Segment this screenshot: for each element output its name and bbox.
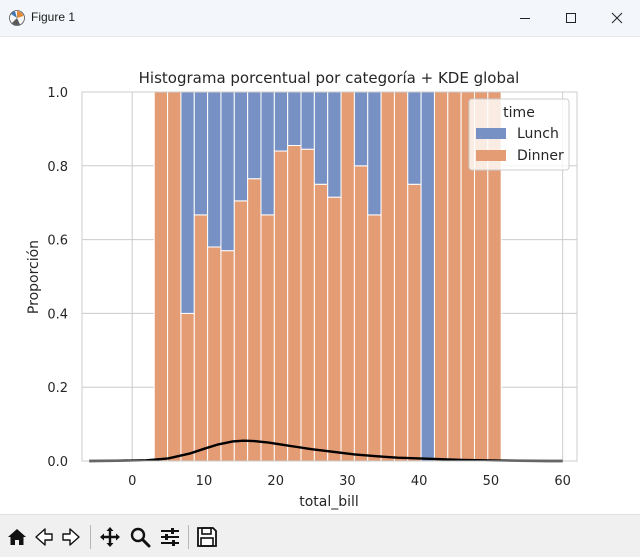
- axes-frame: [81, 91, 578, 462]
- back-button[interactable]: [31, 524, 57, 550]
- x-tick-label: 60: [554, 474, 571, 489]
- navigation-toolbar: [0, 514, 640, 557]
- save-button[interactable]: [194, 524, 220, 550]
- bar-lunch: [420, 91, 435, 462]
- bar-dinner: [167, 91, 182, 462]
- bar-lunch: [353, 91, 369, 167]
- bar-dinner: [380, 91, 395, 462]
- zoom-button[interactable]: [127, 524, 153, 550]
- bar-dinner: [313, 183, 329, 462]
- legend-swatch-dinner: [476, 150, 506, 161]
- x-tick-label: 0: [128, 474, 136, 489]
- bar-dinner: [233, 200, 249, 462]
- bar-dinner: [407, 183, 422, 462]
- bar-dinner: [287, 145, 302, 462]
- close-icon: [611, 12, 623, 24]
- bar-dinner: [353, 165, 369, 462]
- bar-dinner: [327, 196, 342, 462]
- y-tick-label: 0.8: [47, 160, 68, 175]
- home-button[interactable]: [4, 524, 30, 550]
- bar-dinner: [300, 148, 315, 462]
- save-icon: [197, 527, 217, 547]
- chart-title: Histograma porcentual por categoría + KD…: [139, 69, 520, 87]
- bar-dinner: [367, 214, 382, 462]
- forward-arrow-icon: [62, 528, 80, 546]
- bar-lunch: [327, 91, 342, 198]
- toolbar-separator: [90, 525, 91, 549]
- bar-lunch: [407, 91, 422, 185]
- tick-labels: 0 10 20 30 40 50 60 0.0 0.2 0.4 0.6 0.8 1.0: [47, 86, 571, 489]
- bar-dinner: [447, 91, 462, 462]
- forward-button[interactable]: [58, 524, 84, 550]
- bar-dinner: [273, 150, 289, 462]
- bar-dinner: [193, 214, 209, 462]
- bar-lunch: [313, 91, 329, 185]
- x-tick-label: 10: [196, 474, 213, 489]
- bar-dinner: [260, 214, 275, 462]
- bar-dinner: [433, 91, 449, 462]
- bar-lunch: [193, 91, 209, 216]
- bar-lunch: [260, 91, 275, 216]
- close-button[interactable]: [594, 0, 640, 36]
- x-tick-label: 50: [483, 474, 500, 489]
- legend: time Lunch Dinner: [468, 98, 570, 171]
- bar-dinner: [340, 91, 355, 462]
- bar-dinner: [207, 246, 222, 462]
- x-tick-label: 20: [267, 474, 284, 489]
- zoom-icon: [130, 527, 151, 548]
- maximize-icon: [566, 13, 576, 23]
- legend-label-dinner: Dinner: [517, 148, 564, 164]
- bar-lunch: [367, 91, 382, 216]
- legend-swatch-lunch: [476, 128, 506, 139]
- legend-label-lunch: Lunch: [517, 126, 559, 142]
- bar-lunch: [247, 91, 262, 180]
- x-axis-label: total_bill: [299, 494, 359, 510]
- bar-lunch: [300, 91, 315, 150]
- bar-lunch: [180, 91, 195, 314]
- bar-lunch: [287, 91, 302, 147]
- bar-dinner: [180, 312, 195, 462]
- bar-dinner: [247, 178, 262, 462]
- y-tick-label: 1.0: [47, 86, 68, 101]
- pan-icon: [100, 527, 120, 547]
- back-arrow-icon: [35, 528, 53, 546]
- matplotlib-figure-icon: [9, 10, 25, 26]
- kde-layer: [89, 439, 563, 463]
- chart: Histograma porcentual por categoría + KD…: [26, 69, 578, 510]
- maximize-button[interactable]: [548, 0, 594, 36]
- minimize-icon: [520, 18, 530, 19]
- window-title: Figure 1: [31, 10, 76, 24]
- y-tick-label: 0.6: [47, 234, 68, 249]
- bar-lunch: [233, 91, 249, 202]
- figure-canvas[interactable]: Histograma porcentual por categoría + KD…: [0, 36, 640, 514]
- x-tick-label: 40: [411, 474, 428, 489]
- y-tick-label: 0.2: [47, 381, 68, 396]
- legend-title: time: [503, 105, 535, 121]
- configure-subplots-icon: [161, 528, 179, 546]
- y-axis-label: Proporción: [26, 240, 42, 314]
- pan-button[interactable]: [97, 524, 123, 550]
- histogram-bars: [153, 91, 502, 462]
- toolbar-separator: [188, 525, 189, 549]
- bar-lunch: [207, 91, 222, 248]
- bar-lunch: [220, 91, 235, 252]
- title-bar: Figure 1: [0, 0, 640, 37]
- y-tick-label: 0.0: [47, 455, 68, 470]
- y-tick-label: 0.4: [47, 307, 68, 322]
- bar-dinner: [393, 91, 409, 462]
- configure-subplots-button[interactable]: [157, 524, 183, 550]
- bar-lunch: [273, 91, 289, 152]
- x-tick-label: 30: [339, 474, 356, 489]
- kde-curve: [89, 439, 563, 463]
- bar-dinner: [220, 250, 235, 462]
- minimize-button[interactable]: [502, 0, 548, 36]
- home-icon: [8, 529, 26, 545]
- bar-dinner: [153, 91, 169, 462]
